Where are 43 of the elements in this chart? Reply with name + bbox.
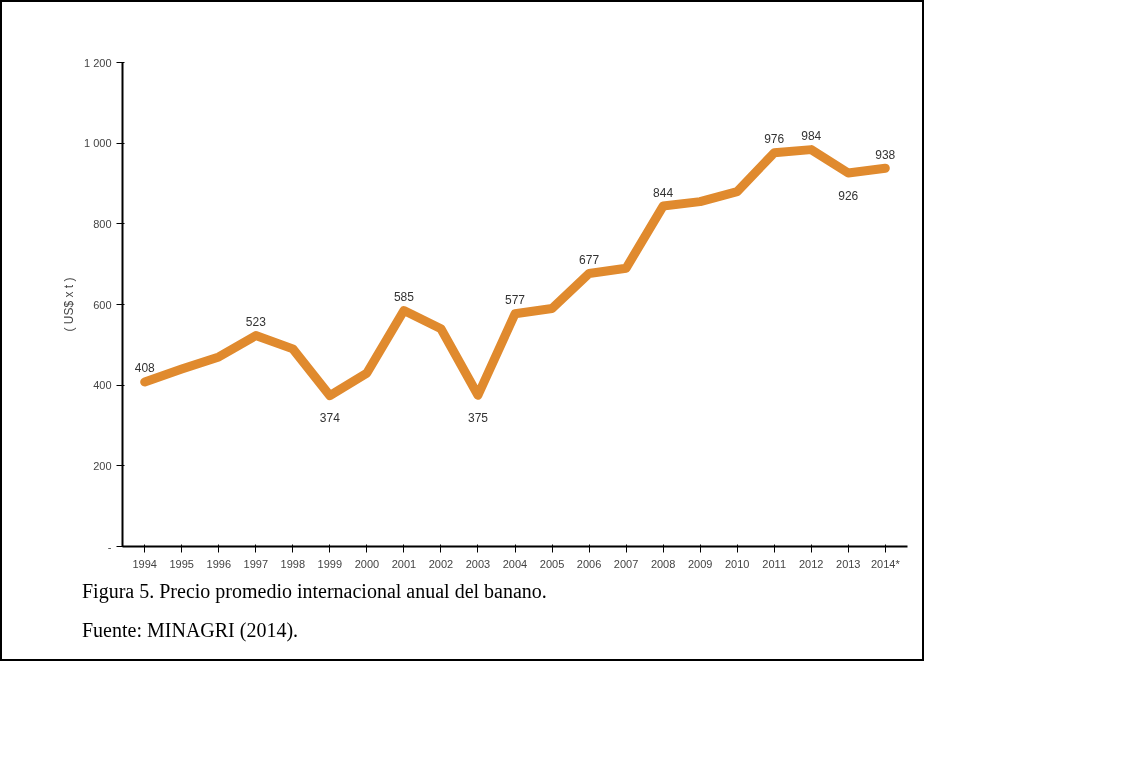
x-tick-label: 2005 (539, 557, 565, 570)
x-tick-label: 2004 (502, 557, 528, 570)
x-tick-label: 1996 (206, 557, 232, 570)
x-tick-label: 1998 (280, 557, 306, 570)
text: 577 (504, 293, 526, 308)
x-tick-label: 1995 (169, 557, 194, 570)
text: 585 (393, 290, 414, 305)
x-tick-label: 1999 (317, 557, 343, 570)
text: 938 (875, 147, 896, 162)
y-tick-label: 600 (93, 298, 112, 311)
x-tick-label: 2012 (798, 557, 824, 570)
x-tick-label: 1994 (132, 557, 157, 570)
x-tick-label: 2000 (354, 557, 380, 570)
text: 408 (134, 361, 155, 376)
y-tick-label: 800 (93, 217, 112, 230)
x-tick-label: 2007 (613, 557, 639, 570)
text: 523 (245, 315, 266, 330)
y-tick-label: 1 200 (83, 56, 112, 69)
text: 374 (319, 411, 340, 426)
x-tick-label: 2008 (650, 557, 676, 570)
text: 984 (801, 129, 822, 144)
text: Figura 5. Precio promedio internacional anual del banano. (82, 579, 547, 605)
y-tick-label: 1 000 (83, 137, 112, 150)
text: 976 (764, 132, 785, 147)
x-tick-label: 2011 (762, 557, 787, 570)
text: 926 (838, 188, 859, 203)
x-tick-label: 2014* (870, 557, 901, 570)
y-tick-label: 400 (93, 379, 112, 392)
source-note: Fuente: MINAGRI (2014). (82, 617, 299, 644)
y-axis-title: ( US$ x t ) (61, 277, 76, 332)
x-tick-label: 2009 (687, 557, 713, 570)
x-tick-label: 2006 (576, 557, 602, 570)
x-tick-label: 2003 (465, 557, 491, 570)
x-tick-label: 2001 (391, 557, 417, 570)
y-tick-label: 200 (93, 459, 112, 472)
y-tick-label: - (107, 540, 112, 553)
x-tick-label: 2002 (428, 557, 454, 570)
text: 844 (653, 185, 674, 200)
text: 677 (579, 252, 600, 267)
text: 375 (467, 410, 488, 425)
x-tick-label: 2013 (836, 557, 861, 570)
x-tick-label: 2010 (724, 557, 750, 570)
x-tick-label: 1997 (243, 557, 269, 570)
